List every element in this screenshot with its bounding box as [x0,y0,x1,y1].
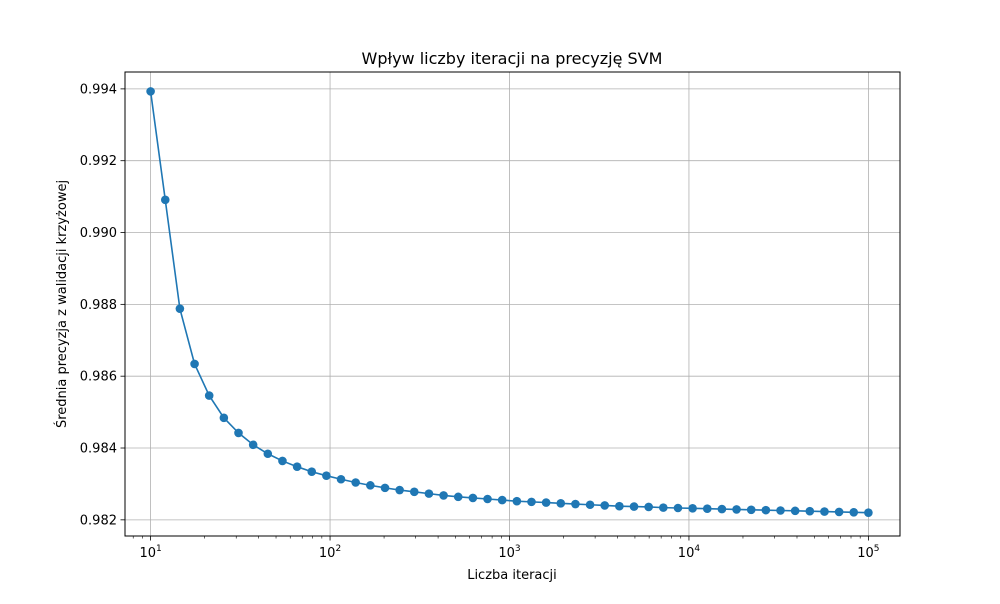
data-point [761,505,771,515]
data-point [571,499,580,509]
y-axis-label: Średnia precyzja z walidacji krzyżowej [54,180,70,428]
data-point [453,492,463,502]
data-point [248,440,258,450]
grid [125,72,900,536]
data-point [688,504,697,513]
data-point [659,503,668,512]
data-point [497,495,507,505]
data-point [864,508,873,517]
data-point [746,505,756,515]
data-point [424,489,434,498]
x-axis-label: Liczba iteracji [467,568,557,583]
data-point [409,487,419,497]
data-point [190,359,199,369]
data-point [541,498,551,507]
data-point [234,428,243,438]
chart-title: Wpływ liczby iteracji na precyzję SVM [362,49,663,68]
data-point [585,500,595,510]
x-tick-label: 101 [139,544,161,561]
data-point [556,499,566,508]
data-point [336,474,346,484]
y-axis: 0.982 0.984 0.986 0.988 0.990 0.992 0.994 [80,82,125,528]
data-point [673,503,683,513]
y-tick-label: 0.988 [80,298,117,313]
data-point [351,478,360,487]
x-tick-label: 104 [678,544,701,561]
data-point [790,506,800,516]
data-point [483,494,492,504]
data-point [366,481,375,490]
data-point [849,507,859,517]
data-point [204,391,214,400]
y-tick-label: 0.982 [80,513,117,528]
data-point [175,304,185,313]
data-point [717,504,727,514]
data-point [834,507,844,517]
data-point [322,471,331,480]
y-tick-label: 0.992 [80,154,117,169]
data-point [512,496,522,506]
data-point [146,87,155,96]
data-point [805,506,815,516]
y-tick-label: 0.984 [80,442,117,457]
data-point [292,462,302,471]
y-tick-label: 0.990 [80,226,117,241]
data-point [439,491,448,500]
data-point [380,483,390,493]
x-tick-label: 105 [857,544,879,561]
data-point [395,485,404,495]
data-point [629,502,639,511]
data-point [263,449,273,459]
data-point [732,505,741,514]
data-point [702,504,712,514]
data-point [160,195,170,205]
x-axis: 101 102 103 104 105 [132,536,880,561]
data-point [219,413,229,423]
series-layer [146,87,873,517]
data-point [307,467,317,477]
data-point [644,502,653,512]
y-tick-label: 0.986 [80,370,117,385]
data-point [615,501,624,511]
data-point [278,456,287,466]
data-point [600,501,610,510]
x-tick-label: 102 [319,544,341,561]
data-point [820,507,829,516]
data-point [527,497,536,507]
y-tick-label: 0.994 [80,82,117,97]
data-point [468,493,478,503]
data-point [776,506,785,515]
x-tick-label: 103 [498,544,520,561]
